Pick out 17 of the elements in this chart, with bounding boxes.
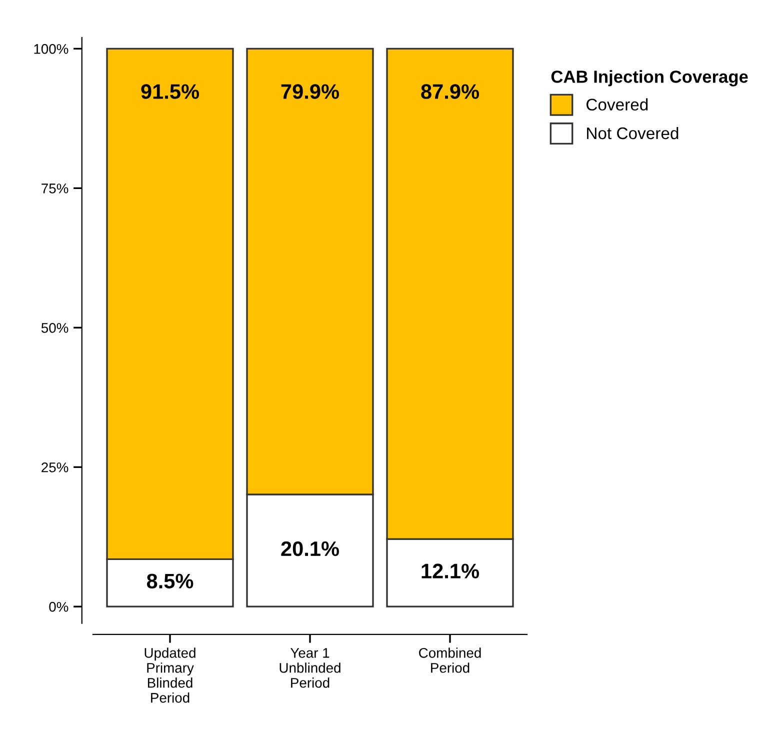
data-label: 8.5% [146,574,194,588]
y-tick-label: 0% [49,602,68,612]
y-tick-label: 25% [42,462,68,472]
y-tick-label: 75% [42,184,68,194]
data-label: 20.1% [281,541,339,556]
data-label: 79.9% [281,84,339,99]
data-label: 91.5% [141,84,199,99]
x-tick-label: Updated Primary Blinded Period [144,648,196,703]
x-tick-label: Year 1 Unblinded Period [280,648,340,688]
data-label: 87.9% [421,84,479,99]
legend-label: Not Covered [587,126,678,140]
legend-title: CAB Injection Coverage [551,70,748,86]
legend-label: Covered [586,98,648,111]
data-label: 12.1% [422,564,479,578]
y-tick-label: 100% [34,44,68,54]
x-tick-label: Combined Period [419,648,481,673]
y-tick-label: 50% [41,322,68,333]
